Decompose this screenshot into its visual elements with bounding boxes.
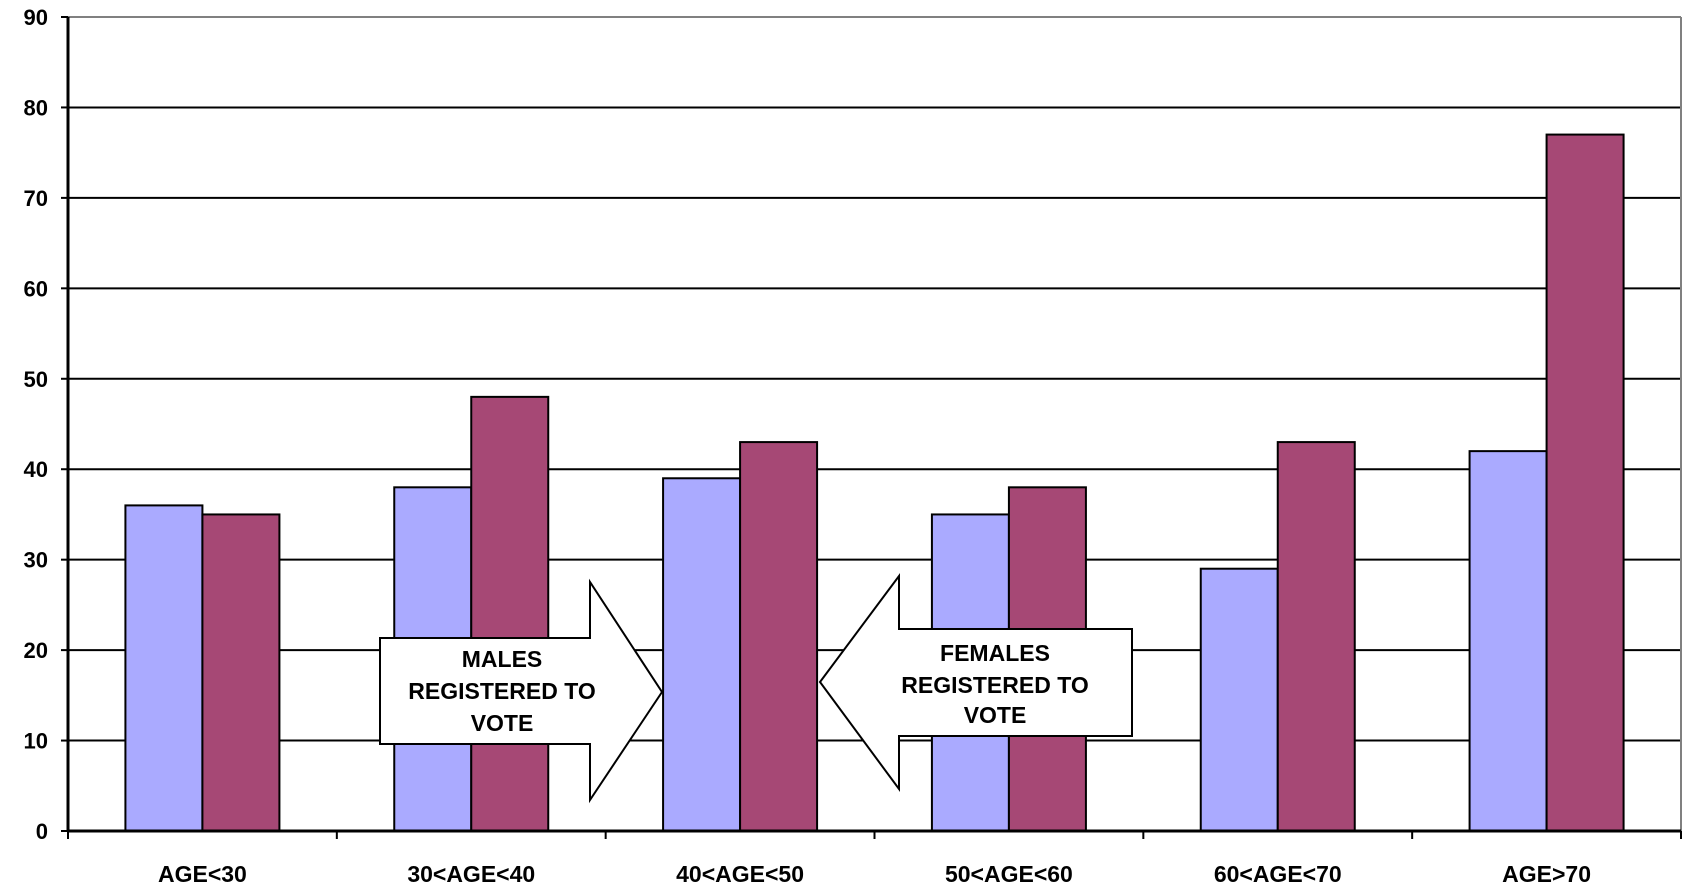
callout-text-line: REGISTERED TO bbox=[901, 672, 1088, 698]
x-category-label: AGE<30 bbox=[158, 861, 247, 887]
gridlines bbox=[68, 16, 1682, 831]
x-category-label: 60<AGE<70 bbox=[1214, 861, 1342, 887]
legend-callouts: MALES REGISTERED TO VOTE FEMALES REGISTERED … bbox=[379, 572, 1133, 804]
callout-text-line: MALES bbox=[462, 646, 543, 672]
x-category-label: 40<AGE<50 bbox=[676, 861, 804, 887]
y-tick-label: 30 bbox=[24, 548, 48, 573]
bar-females-0 bbox=[201, 513, 281, 832]
x-category-label: 50<AGE<60 bbox=[945, 861, 1073, 887]
legend-callout-males: MALES REGISTERED TO VOTE bbox=[379, 578, 664, 804]
y-tick-label: 80 bbox=[24, 95, 48, 120]
bar-males-0 bbox=[124, 504, 204, 832]
callout-arrow-shape bbox=[379, 578, 664, 804]
bar-females-5 bbox=[1545, 133, 1625, 833]
y-tick-label: 40 bbox=[24, 457, 48, 482]
callout-text-line: VOTE bbox=[964, 702, 1027, 728]
callout-text-line: VOTE bbox=[471, 710, 534, 736]
bar-females-2 bbox=[739, 441, 819, 832]
bar-females-4 bbox=[1276, 441, 1356, 832]
y-tick-label: 0 bbox=[36, 819, 48, 844]
callout-arrow-shape bbox=[818, 572, 1133, 793]
y-tick-label: 20 bbox=[24, 638, 48, 663]
y-tick-label: 50 bbox=[24, 367, 48, 392]
x-category-label: 30<AGE<40 bbox=[407, 861, 535, 887]
callout-text-line: FEMALES bbox=[940, 640, 1050, 666]
x-category-label: AGE>70 bbox=[1502, 861, 1591, 887]
bar-males-2 bbox=[662, 477, 742, 832]
bar-males-4 bbox=[1199, 567, 1279, 832]
callout-text-line: REGISTERED TO bbox=[408, 678, 595, 704]
y-tick-label: 10 bbox=[24, 729, 48, 754]
y-tick-label: 90 bbox=[24, 5, 48, 30]
axes bbox=[61, 16, 1682, 839]
y-tick-label: 60 bbox=[24, 276, 48, 301]
axis-labels: 0 10 20 30 40 50 60 70 80 90 AGE<30 30<AGE<40 40<AGE… bbox=[24, 5, 1591, 887]
bar-females-1 bbox=[470, 395, 550, 832]
legend-callout-females: FEMALES REGISTERED TO VOTE bbox=[818, 572, 1133, 793]
bar-males-5 bbox=[1468, 450, 1548, 832]
y-tick-label: 70 bbox=[24, 186, 48, 211]
